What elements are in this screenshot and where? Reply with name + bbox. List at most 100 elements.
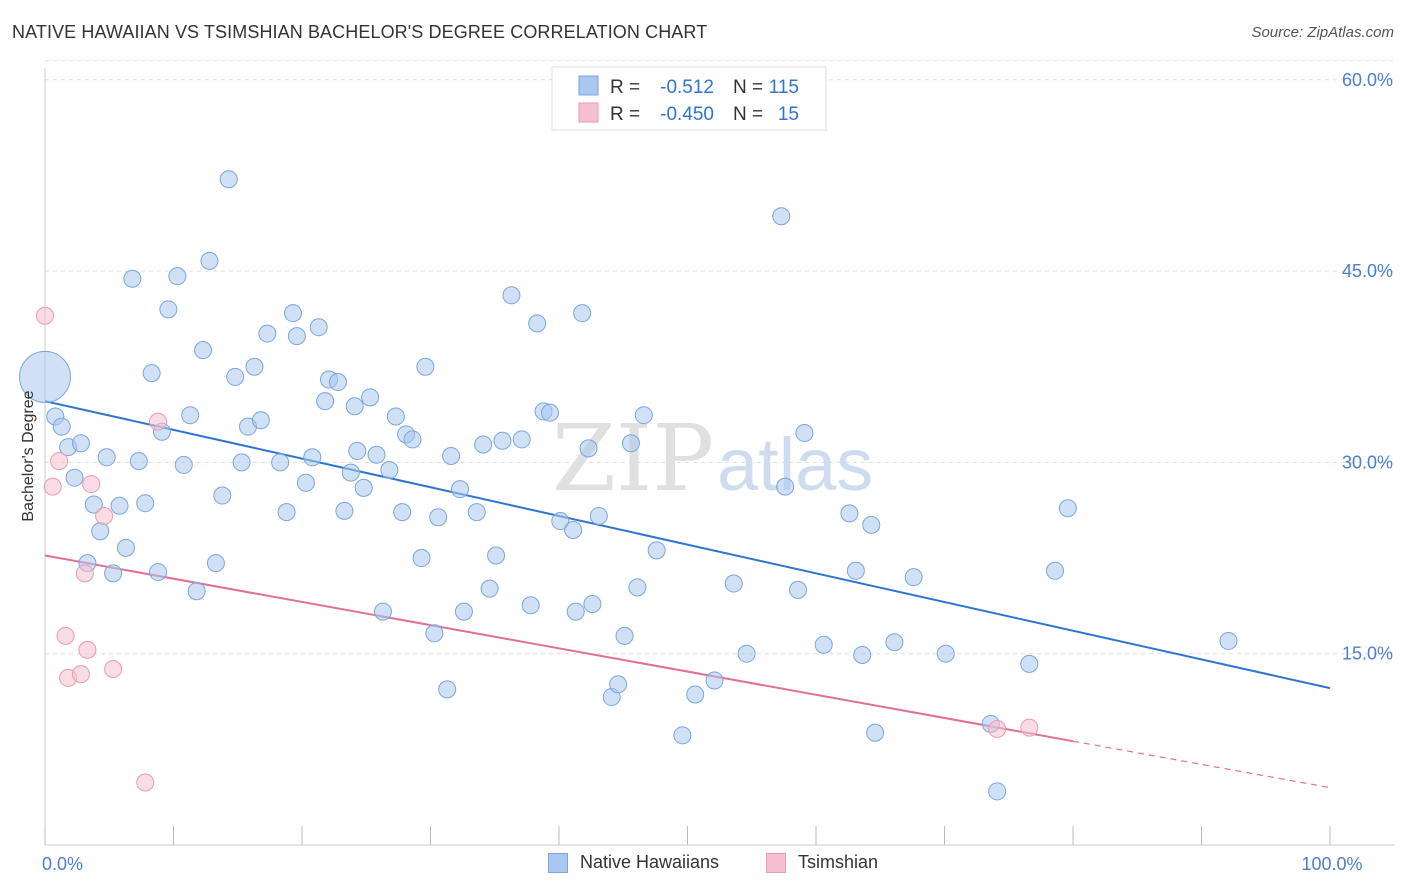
native-hawaiian-point	[277, 503, 296, 522]
tsimshian-point	[75, 564, 94, 583]
y-axis-label: Bachelor's Degree	[20, 390, 37, 521]
native-hawaiian-point	[853, 645, 872, 664]
native-hawaiian-point	[354, 478, 373, 497]
native-hawaiian-point	[512, 430, 531, 449]
native-hawaiian-point	[373, 602, 392, 621]
legend-top: R = -0.512 N = 115 R = -0.450 N = 15	[551, 66, 827, 131]
native-hawaiian-point	[345, 397, 364, 416]
native-hawaiian-point	[361, 388, 380, 407]
native-hawaiian-point	[936, 644, 955, 663]
native-hawaiian-point	[403, 430, 422, 449]
legend-swatch-pink	[578, 102, 599, 123]
legend-n-label-blue: N =	[733, 77, 763, 98]
native-hawaiian-point	[341, 463, 360, 482]
native-hawaiian-point	[328, 373, 347, 392]
native-hawaiian-point	[200, 251, 219, 270]
legend-r-label-blue: R =	[610, 77, 640, 98]
native-hawaiian-point	[904, 568, 923, 587]
native-hawaiian-point	[551, 512, 570, 531]
native-hawaiian-point	[846, 561, 865, 580]
native-hawaiian-point	[442, 447, 461, 466]
legend-item-tsimshian: Tsimshian	[766, 852, 878, 873]
native-hawaiian-point	[213, 486, 232, 505]
axes: 0.0% 100.0% 15.0% 30.0% 45.0% 60.0%	[42, 68, 1395, 874]
native-hawaiian-point	[579, 439, 598, 458]
native-hawaiian-point	[19, 350, 71, 403]
native-hawaiian-point	[142, 364, 161, 383]
native-hawaiian-point	[71, 434, 90, 453]
trend-lines	[44, 400, 1331, 789]
native-hawaiian-point	[487, 546, 506, 565]
native-hawaiian-point	[296, 473, 315, 492]
tsimshian-point	[1020, 718, 1039, 737]
y-tick-label: 60.0%	[1342, 70, 1393, 90]
native-hawaiian-point	[136, 494, 155, 513]
native-hawaiian-point	[583, 594, 602, 613]
native-hawaiian-point	[1058, 499, 1077, 518]
native-hawaiian-point	[429, 508, 448, 527]
legend-label-native-hawaiians: Native Hawaiians	[580, 852, 720, 872]
native-hawaiian-point	[287, 327, 306, 346]
native-hawaiian-point	[705, 671, 724, 690]
native-hawaiian-point	[814, 635, 833, 654]
native-hawaiian-point	[840, 504, 859, 523]
native-hawaiian-point	[467, 503, 486, 522]
native-hawaiian-point	[862, 515, 881, 534]
data-points	[19, 170, 1238, 801]
tsimshian-point	[36, 306, 54, 325]
legend-swatch-blue	[578, 75, 599, 96]
native-hawaiian-point	[187, 582, 206, 601]
native-hawaiian-point	[789, 580, 808, 599]
native-hawaiian-point	[149, 563, 168, 582]
native-hawaiian-trend-line	[44, 400, 1331, 690]
native-hawaiian-point	[673, 726, 692, 745]
native-hawaiian-point	[737, 644, 756, 663]
native-hawaiian-point	[493, 431, 512, 450]
native-hawaiian-point	[129, 452, 148, 471]
legend-label-tsimshian: Tsimshian	[798, 852, 879, 872]
native-hawaiian-point	[634, 406, 653, 425]
native-hawaiian-point	[772, 207, 791, 226]
native-hawaiian-point	[284, 304, 303, 323]
native-hawaiian-point	[258, 324, 277, 343]
native-hawaiian-point	[159, 300, 178, 319]
tsimshian-point	[50, 452, 69, 471]
legend-n-label-pink: N =	[733, 104, 763, 125]
tsimshian-trend-extension	[1072, 740, 1331, 789]
native-hawaiian-point	[541, 403, 560, 422]
legend-r-label-pink: R =	[610, 104, 640, 125]
native-hawaiian-point	[84, 495, 103, 514]
native-hawaiian-point	[174, 455, 193, 474]
native-hawaiian-point	[123, 269, 142, 288]
native-hawaiian-point	[386, 407, 405, 426]
native-hawaiian-point	[412, 549, 431, 568]
legend-n-value-pink: 15	[778, 104, 799, 125]
native-hawaiian-point	[97, 448, 116, 467]
native-hawaiian-point	[621, 434, 640, 453]
tsimshian-trend-line	[44, 554, 1074, 743]
native-hawaiian-point	[724, 574, 743, 593]
x-tick-label: 100.0%	[1301, 854, 1362, 874]
native-hawaiian-point	[628, 578, 647, 597]
native-hawaiian-point	[416, 357, 435, 376]
native-hawaiian-point	[564, 520, 583, 539]
native-hawaiian-point	[609, 675, 628, 694]
watermark-atlas: atlas	[717, 423, 873, 506]
native-hawaiian-point	[393, 503, 412, 522]
native-hawaiian-point	[194, 341, 213, 360]
y-tick-label: 30.0%	[1342, 452, 1393, 472]
tsimshian-point	[71, 665, 90, 684]
native-hawaiian-point	[502, 286, 521, 305]
native-hawaiian-point	[245, 357, 264, 376]
native-hawaiian-point	[615, 626, 634, 645]
tsimshian-point	[95, 506, 114, 525]
native-hawaiian-point	[686, 685, 705, 704]
source-label: Source: ZipAtlas.com	[1251, 24, 1394, 41]
tsimshian-point	[988, 719, 1007, 738]
native-hawaiian-point	[316, 392, 335, 411]
native-hawaiian-point	[795, 424, 814, 443]
native-hawaiian-point	[219, 170, 238, 189]
native-hawaiian-point	[309, 318, 328, 337]
native-hawaiian-point	[91, 522, 110, 541]
native-hawaiian-point	[232, 453, 251, 472]
